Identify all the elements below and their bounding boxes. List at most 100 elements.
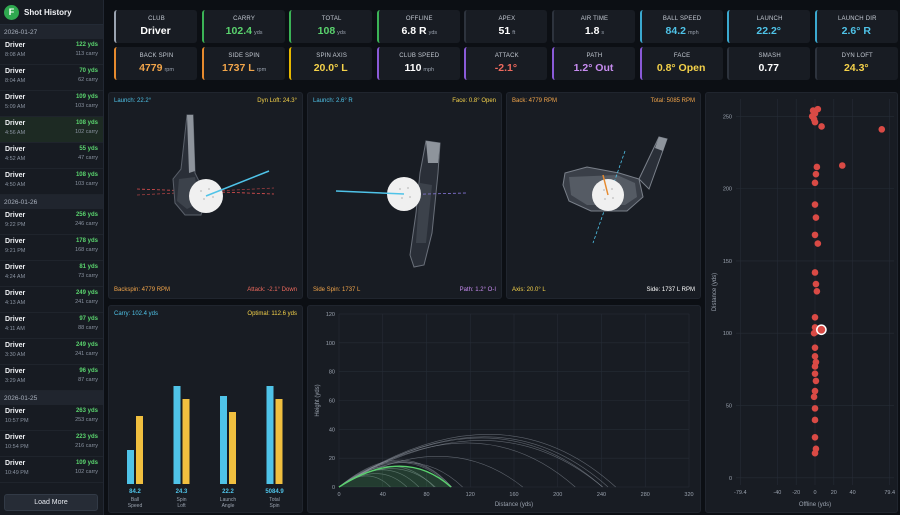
side-view-backspin-label: Backspin: 4779 RPM: [114, 287, 171, 293]
shot-list-item[interactable]: Driver 9:21 PM 178 yds 168 carry: [0, 235, 103, 261]
spin-view-axis-label: Axis: 20.0° L: [512, 287, 546, 293]
shot-list-item[interactable]: Driver 3:29 AM 96 yds 87 carry: [0, 365, 103, 391]
shot-point: [810, 393, 818, 401]
side-view-attack-label: Attack: -2.1° Down: [247, 287, 297, 293]
metric-label: SMASH: [758, 53, 781, 59]
shot-point: [814, 240, 822, 247]
y-tick-label: 20: [329, 456, 335, 462]
metric-value: 24.3°: [844, 62, 871, 74]
shot-list-item[interactable]: Driver 4:11 AM 97 yds 88 carry: [0, 313, 103, 339]
bar-category-label: Loft: [177, 503, 186, 509]
shot-time: 9:21 PM: [5, 248, 26, 254]
shot-time: 4:50 AM: [5, 182, 26, 188]
metric-label: LAUNCH DIR: [837, 16, 877, 22]
shot-carry: 103 carry: [75, 103, 98, 109]
metric-number: 1.2° Out: [573, 62, 614, 74]
metric-value: 22.2°: [756, 25, 783, 37]
bar-actual: [266, 386, 274, 484]
shot-point: [811, 416, 819, 424]
metric-number: 20.0° L: [313, 62, 348, 74]
bar-value-label: 84.2: [129, 489, 141, 495]
date-group-header: 2026-01-25: [0, 391, 103, 405]
bar-category-label: Ball: [131, 497, 139, 503]
metric-tile-back-spin: BACK SPIN 4779 rpm: [114, 47, 197, 80]
shot-trajectory: [338, 462, 451, 488]
shot-point: [811, 118, 819, 126]
shot-club: Driver: [5, 42, 26, 49]
shot-list-item[interactable]: Driver 3:30 AM 249 yds 241 carry: [0, 339, 103, 365]
shot-carry: 103 carry: [75, 181, 98, 187]
shot-club: Driver: [5, 238, 26, 245]
face-view-panel: Launch: 2.6° R Face: 0.8° Open Side Spin…: [307, 92, 502, 299]
spin-view-total-label: Total: 5085 RPM: [650, 98, 695, 104]
metric-value: 20.0° L: [314, 62, 350, 74]
metric-tile-total: TOTAL 108 yds: [289, 10, 373, 43]
shot-total-yds: 122 yds: [75, 42, 98, 48]
shot-total-yds: 96 yds: [79, 368, 98, 374]
y-tick-label: 80: [329, 370, 335, 376]
shot-list-item[interactable]: Driver 10:49 PM 109 yds 102 carry: [0, 457, 103, 483]
shot-list-item[interactable]: Driver 4:50 AM 108 yds 103 carry: [0, 169, 103, 195]
shot-club: Driver: [5, 408, 26, 415]
shot-time: 10:57 PM: [5, 418, 29, 424]
shot-trajectory: [338, 465, 452, 488]
shot-total-yds: 178 yds: [75, 238, 98, 244]
shot-list-item[interactable]: Driver 10:54 PM 223 yds 216 carry: [0, 431, 103, 457]
bar-category-label: Spin: [176, 497, 186, 503]
side-view-panel: Launch: 22.2° Dyn Loft: 24.3° Backspin: …: [108, 92, 303, 299]
metric-label: CARRY: [233, 16, 256, 22]
shot-carry: 216 carry: [75, 443, 98, 449]
shot-carry: 241 carry: [75, 299, 98, 305]
metric-unit: rpm: [164, 67, 174, 73]
y-axis-label: Height (yds): [315, 384, 321, 416]
metric-tile-face: FACE 0.8° Open: [639, 47, 723, 80]
app-logo: F: [4, 4, 19, 20]
shot-list-item[interactable]: Driver 4:13 AM 249 yds 241 carry: [0, 287, 103, 313]
shot-list-item[interactable]: Driver 8:04 AM 70 yds 62 carry: [0, 65, 103, 91]
bar-optimal: [275, 399, 283, 484]
x-tick-label: 240: [597, 492, 606, 498]
shot-total-yds: 256 yds: [75, 212, 98, 218]
metric-number: 6.8 R: [401, 25, 427, 37]
metric-label: AIR TIME: [580, 16, 609, 22]
shot-club: Driver: [5, 146, 26, 153]
shot-point: [811, 353, 819, 360]
y-tick-label: 100: [723, 331, 732, 337]
bar-category-label: Spin: [269, 503, 279, 509]
shot-list-item[interactable]: Driver 5:09 AM 109 yds 103 carry: [0, 91, 103, 117]
metric-label: TOTAL: [321, 16, 342, 22]
shot-time: 5:09 AM: [5, 104, 26, 110]
trajectory-chart: 0 40 80 120 160 200 240 280 320 0 20 40 60 80 100 120 Di…: [315, 312, 694, 508]
shot-list-item[interactable]: Driver 8:08 AM 122 yds 113 carry: [0, 39, 103, 65]
spin-view-back-label: Back: 4779 RPM: [512, 98, 558, 104]
x-tick-label: 40: [380, 492, 386, 498]
bar-actual: [220, 396, 227, 484]
shot-point: [838, 162, 846, 169]
shot-total-yds: 108 yds: [75, 120, 98, 126]
metric-unit: yds: [337, 30, 346, 36]
shot-point: [811, 231, 819, 239]
bars-optimal-label: Optimal: 112.6 yds: [247, 311, 297, 317]
shot-carry: 253 carry: [75, 417, 98, 423]
x-tick-label: -40: [773, 490, 781, 496]
club-face-view-graphic: [335, 140, 467, 268]
metric-label: BALL SPEED: [662, 16, 702, 22]
shot-list-item[interactable]: Driver 4:52 AM 55 yds 47 carry: [0, 143, 103, 169]
shot-list-item[interactable]: Driver 9:22 PM 256 yds 246 carry: [0, 209, 103, 235]
shot-time: 4:11 AM: [5, 326, 25, 332]
metric-number: 84.2: [665, 25, 686, 37]
shot-point: [811, 363, 819, 370]
load-more-button[interactable]: Load More: [4, 494, 98, 511]
shot-total-yds: 97 yds: [79, 316, 98, 322]
shot-club: Driver: [5, 264, 26, 271]
shot-carry: 113 carry: [75, 51, 98, 57]
shot-list-item[interactable]: Driver 10:57 PM 263 yds 253 carry: [0, 405, 103, 431]
shot-point: [811, 387, 819, 395]
date-group-header: 2026-01-27: [0, 25, 103, 39]
bar-actual: [173, 386, 181, 484]
shot-list-item[interactable]: Driver 4:24 AM 81 yds 73 carry: [0, 261, 103, 287]
shot-list-item[interactable]: Driver 4:56 AM 108 yds 102 carry: [0, 117, 103, 143]
bar-category-label: Angle: [222, 503, 235, 509]
